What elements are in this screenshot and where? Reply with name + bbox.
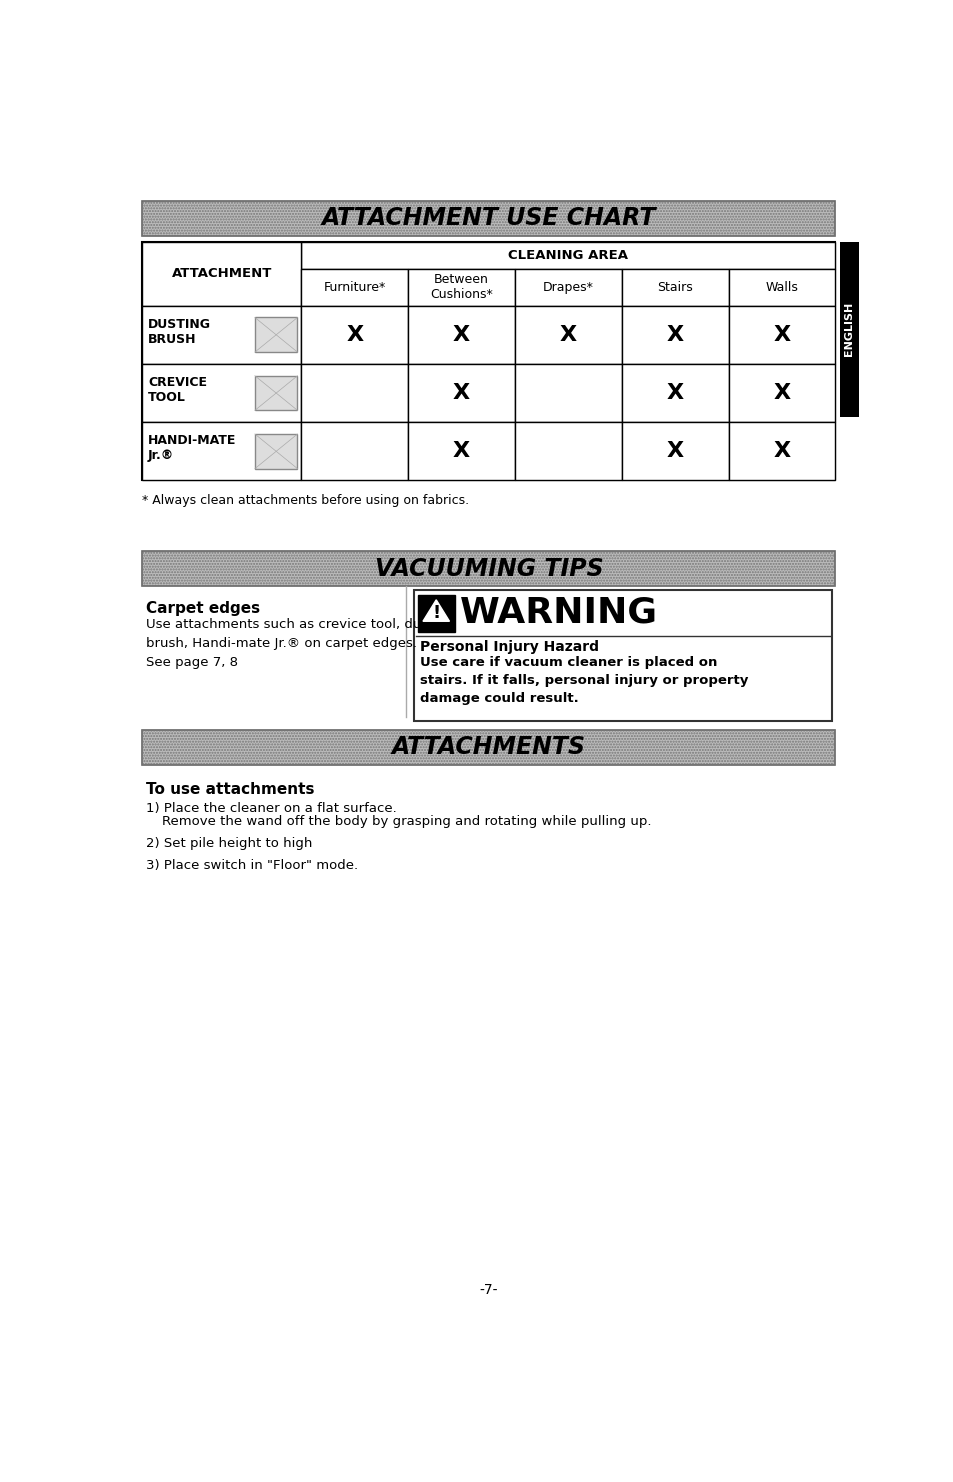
Text: Use care if vacuum cleaner is placed on
stairs. If it falls, personal injury or : Use care if vacuum cleaner is placed on … <box>419 657 747 705</box>
Text: 3) Place switch in "Floor" mode.: 3) Place switch in "Floor" mode. <box>146 858 358 871</box>
Text: CREVICE
TOOL: CREVICE TOOL <box>148 376 207 405</box>
Bar <box>728 365 835 422</box>
Text: ATTACHMENT: ATTACHMENT <box>172 267 272 280</box>
Text: Remove the wand off the body by grasping and rotating while pulling up.: Remove the wand off the body by grasping… <box>162 815 651 828</box>
Bar <box>515 365 621 422</box>
Text: WARNING: WARNING <box>459 596 658 630</box>
Text: Furniture*: Furniture* <box>323 280 386 293</box>
Text: Walls: Walls <box>764 280 798 293</box>
Bar <box>142 202 835 236</box>
Text: -7-: -7- <box>479 1283 497 1297</box>
Text: Drapes*: Drapes* <box>542 280 593 293</box>
Bar <box>621 422 728 480</box>
Bar <box>142 365 301 422</box>
Text: * Always clean attachments before using on fabrics.: * Always clean attachments before using … <box>142 495 469 507</box>
Text: X: X <box>666 325 683 345</box>
Polygon shape <box>422 600 449 621</box>
Text: To use attachments: To use attachments <box>146 781 314 796</box>
Bar <box>254 317 297 353</box>
Bar <box>728 268 835 305</box>
Text: X: X <box>666 442 683 461</box>
Text: Use attachments such as crevice tool, dusting
brush, Handi-mate Jr.® on carpet e: Use attachments such as crevice tool, du… <box>146 618 455 670</box>
Bar <box>408 305 515 365</box>
Text: HANDI-MATE
Jr.®: HANDI-MATE Jr.® <box>148 434 236 462</box>
Text: 2) Set pile height to high: 2) Set pile height to high <box>146 837 313 851</box>
Bar <box>515 305 621 365</box>
Bar <box>142 305 301 365</box>
Bar <box>142 731 835 765</box>
Text: Carpet edges: Carpet edges <box>146 602 260 617</box>
Bar <box>621 365 728 422</box>
Text: X: X <box>453 382 470 403</box>
Text: ATTACHMENTS: ATTACHMENTS <box>392 735 585 759</box>
Text: X: X <box>773 325 790 345</box>
Text: 1) Place the cleaner on a flat surface.: 1) Place the cleaner on a flat surface. <box>146 802 396 815</box>
Bar <box>142 242 835 480</box>
Bar <box>515 268 621 305</box>
Text: ATTACHMENT USE CHART: ATTACHMENT USE CHART <box>321 206 656 230</box>
Text: X: X <box>453 325 470 345</box>
Text: Stairs: Stairs <box>657 280 692 293</box>
Bar <box>301 422 408 480</box>
Bar <box>728 305 835 365</box>
Bar <box>142 551 835 585</box>
Text: X: X <box>773 442 790 461</box>
Text: ENGLISH: ENGLISH <box>843 302 853 356</box>
Text: Between
Cushions*: Between Cushions* <box>430 273 493 301</box>
Bar <box>417 596 455 633</box>
Bar <box>515 422 621 480</box>
Bar <box>621 268 728 305</box>
Text: !: ! <box>432 603 440 622</box>
Text: DUSTING
BRUSH: DUSTING BRUSH <box>148 317 211 345</box>
Text: X: X <box>666 382 683 403</box>
Bar <box>142 202 835 236</box>
Text: Personal Injury Hazard: Personal Injury Hazard <box>419 640 598 654</box>
Bar <box>301 268 408 305</box>
Text: X: X <box>453 442 470 461</box>
Text: X: X <box>346 325 363 345</box>
Bar <box>142 242 301 305</box>
Bar <box>301 242 835 268</box>
Bar <box>254 434 297 468</box>
Bar <box>621 305 728 365</box>
Bar <box>301 365 408 422</box>
Text: X: X <box>559 325 577 345</box>
Bar <box>728 422 835 480</box>
Bar <box>414 590 831 720</box>
Bar <box>254 376 297 411</box>
Bar <box>840 242 858 416</box>
Bar <box>142 551 835 585</box>
Bar <box>142 731 835 765</box>
Text: CLEANING AREA: CLEANING AREA <box>508 249 628 262</box>
Bar <box>142 422 301 480</box>
Bar <box>301 305 408 365</box>
Text: X: X <box>773 382 790 403</box>
Bar <box>408 422 515 480</box>
Text: VACUUMING TIPS: VACUUMING TIPS <box>375 557 602 581</box>
Bar <box>408 268 515 305</box>
Bar <box>408 365 515 422</box>
